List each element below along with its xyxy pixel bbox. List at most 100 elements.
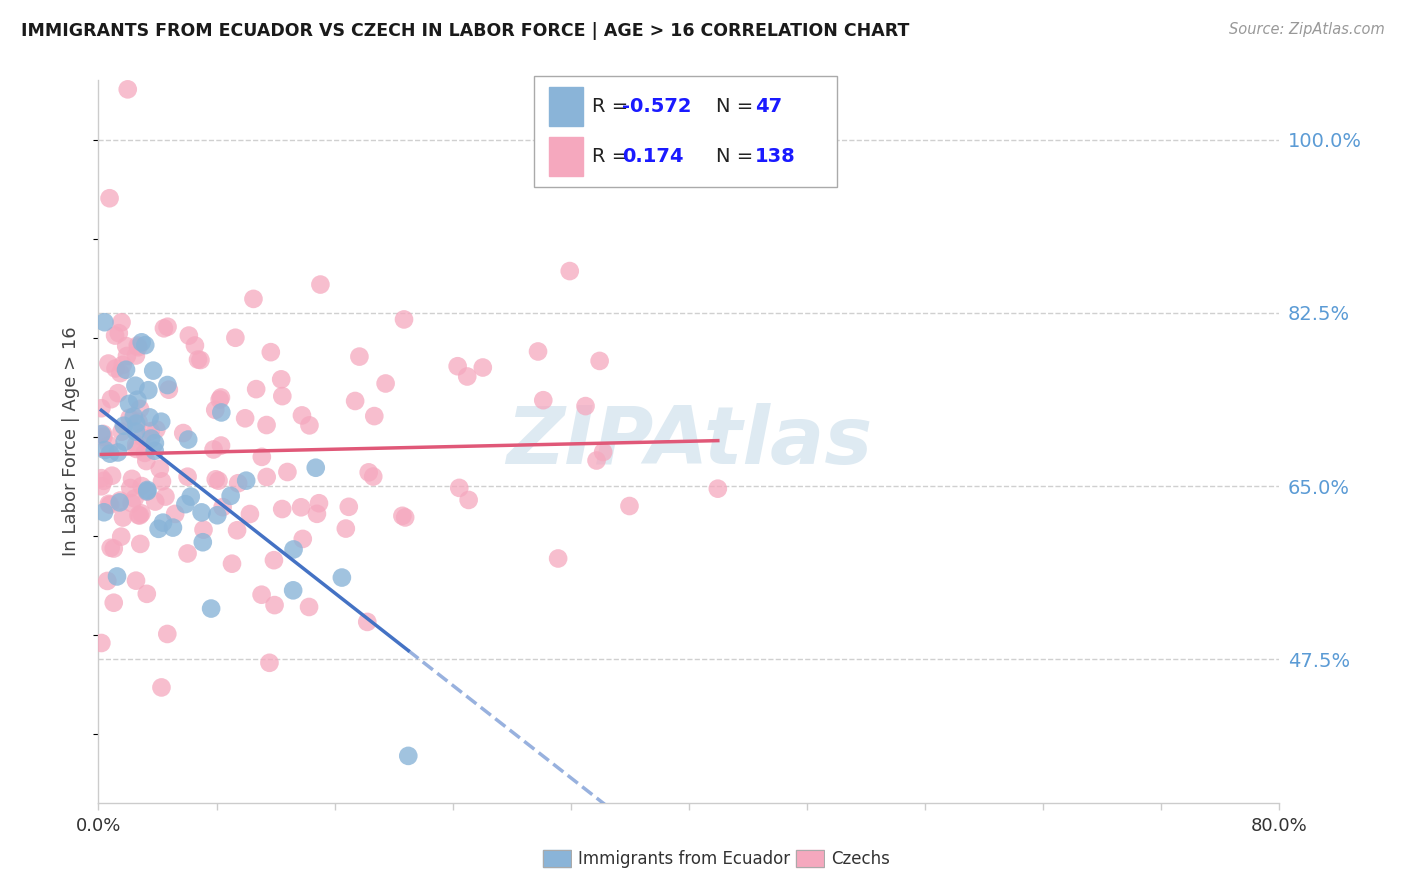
Point (125, 417, 148, 431)
Point (374, 376, 396, 391)
Point (208, 392, 231, 407)
Point (270, 372, 292, 386)
Point (592, 445, 614, 459)
Point (156, 319, 179, 334)
Point (117, 82, 139, 96)
Point (129, 401, 152, 416)
Point (531, 393, 554, 408)
Point (260, 345, 283, 359)
Point (283, 542, 305, 557)
Point (105, 569, 128, 583)
Text: -0.572: -0.572 (621, 97, 692, 116)
Point (101, 468, 124, 483)
Point (156, 627, 179, 641)
Point (174, 497, 197, 511)
Text: 0.174: 0.174 (621, 147, 683, 166)
Point (93, 430, 115, 444)
Point (200, 601, 222, 615)
Point (110, 530, 132, 544)
Point (121, 472, 143, 486)
Point (100, 392, 122, 407)
Point (127, 415, 149, 429)
Point (256, 418, 278, 433)
Point (155, 490, 177, 504)
Point (457, 492, 479, 507)
Text: Immigrants from Ecuador: Immigrants from Ecuador (578, 849, 790, 868)
Point (250, 450, 273, 464)
Point (120, 481, 142, 495)
Point (107, 445, 129, 459)
Point (148, 522, 170, 536)
Point (291, 532, 314, 546)
Point (574, 399, 596, 413)
Point (103, 541, 125, 556)
Point (588, 354, 610, 368)
Point (125, 442, 148, 456)
Point (142, 363, 165, 377)
Point (131, 479, 153, 493)
Point (136, 483, 159, 497)
Point (157, 383, 180, 397)
Point (122, 409, 145, 424)
Point (471, 360, 494, 375)
Point (363, 409, 385, 423)
Point (527, 344, 550, 359)
Point (242, 292, 264, 306)
Point (305, 507, 328, 521)
Text: 47: 47 (755, 97, 782, 116)
Bar (543, 849, 571, 867)
Point (110, 366, 132, 380)
Point (233, 411, 256, 425)
Point (211, 500, 233, 515)
Point (349, 350, 371, 364)
Point (221, 557, 243, 571)
Text: 138: 138 (755, 147, 796, 166)
Point (209, 438, 232, 452)
Point (172, 425, 194, 440)
Point (449, 481, 471, 495)
Point (127, 338, 149, 352)
Point (209, 391, 232, 405)
Point (114, 434, 136, 449)
Point (111, 358, 134, 372)
Point (93, 315, 115, 329)
Point (271, 502, 294, 516)
Point (165, 507, 187, 521)
Text: ZIPAtlas: ZIPAtlas (506, 402, 872, 481)
Point (207, 474, 229, 488)
Point (271, 389, 294, 403)
Point (250, 588, 273, 602)
Point (558, 264, 581, 278)
Point (224, 331, 246, 345)
Point (150, 415, 173, 429)
Point (90, 401, 112, 416)
Point (107, 326, 129, 341)
Point (707, 482, 730, 496)
Point (180, 490, 202, 504)
Point (361, 469, 384, 483)
Point (298, 418, 321, 433)
Point (90, 636, 112, 650)
Point (93, 474, 115, 488)
Point (245, 382, 267, 396)
Bar (550, 137, 582, 177)
Point (94, 442, 117, 457)
Point (135, 484, 157, 499)
Point (96, 574, 118, 588)
Point (226, 476, 249, 491)
Point (239, 507, 262, 521)
Point (190, 353, 212, 368)
Point (110, 315, 132, 329)
Text: R =: R = (592, 97, 634, 116)
Point (209, 405, 232, 419)
Point (110, 425, 132, 439)
Bar (550, 87, 582, 126)
Text: N =: N = (716, 97, 759, 116)
Point (131, 430, 153, 444)
Point (290, 500, 312, 515)
Point (136, 383, 159, 397)
Point (143, 436, 166, 450)
Point (305, 460, 328, 475)
Point (309, 277, 332, 292)
Point (108, 495, 131, 509)
